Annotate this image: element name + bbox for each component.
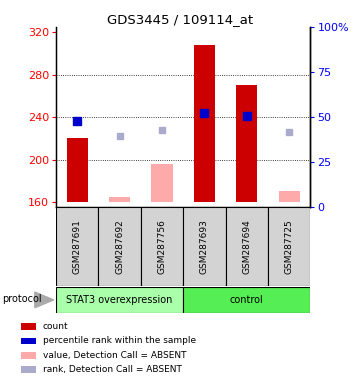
Text: control: control xyxy=(230,295,264,305)
Text: protocol: protocol xyxy=(2,294,42,304)
Text: GSM287693: GSM287693 xyxy=(200,219,209,274)
Bar xyxy=(56,287,183,313)
Bar xyxy=(66,138,88,202)
Text: GSM287691: GSM287691 xyxy=(73,219,82,274)
Text: GSM287694: GSM287694 xyxy=(242,219,251,274)
Bar xyxy=(21,323,36,330)
Text: count: count xyxy=(43,322,69,331)
Bar xyxy=(194,45,215,202)
Bar xyxy=(21,352,36,359)
Bar xyxy=(183,287,310,313)
Text: rank, Detection Call = ABSENT: rank, Detection Call = ABSENT xyxy=(43,365,182,374)
Text: GSM287725: GSM287725 xyxy=(285,219,294,274)
Bar xyxy=(141,207,183,286)
Bar xyxy=(21,338,36,344)
Text: GSM287692: GSM287692 xyxy=(115,219,124,274)
Bar xyxy=(151,164,173,202)
Bar xyxy=(183,207,226,286)
Bar xyxy=(98,207,141,286)
Bar xyxy=(109,197,130,202)
Text: value, Detection Call = ABSENT: value, Detection Call = ABSENT xyxy=(43,351,187,360)
Bar xyxy=(56,207,98,286)
Text: percentile rank within the sample: percentile rank within the sample xyxy=(43,336,196,346)
Text: GDS3445 / 109114_at: GDS3445 / 109114_at xyxy=(108,13,253,26)
Bar xyxy=(21,366,36,373)
Bar xyxy=(226,207,268,286)
Bar xyxy=(279,192,300,202)
Text: STAT3 overexpression: STAT3 overexpression xyxy=(66,295,173,305)
Bar xyxy=(236,85,257,202)
Bar xyxy=(268,207,310,286)
Text: GSM287756: GSM287756 xyxy=(157,219,166,274)
Polygon shape xyxy=(35,292,53,308)
